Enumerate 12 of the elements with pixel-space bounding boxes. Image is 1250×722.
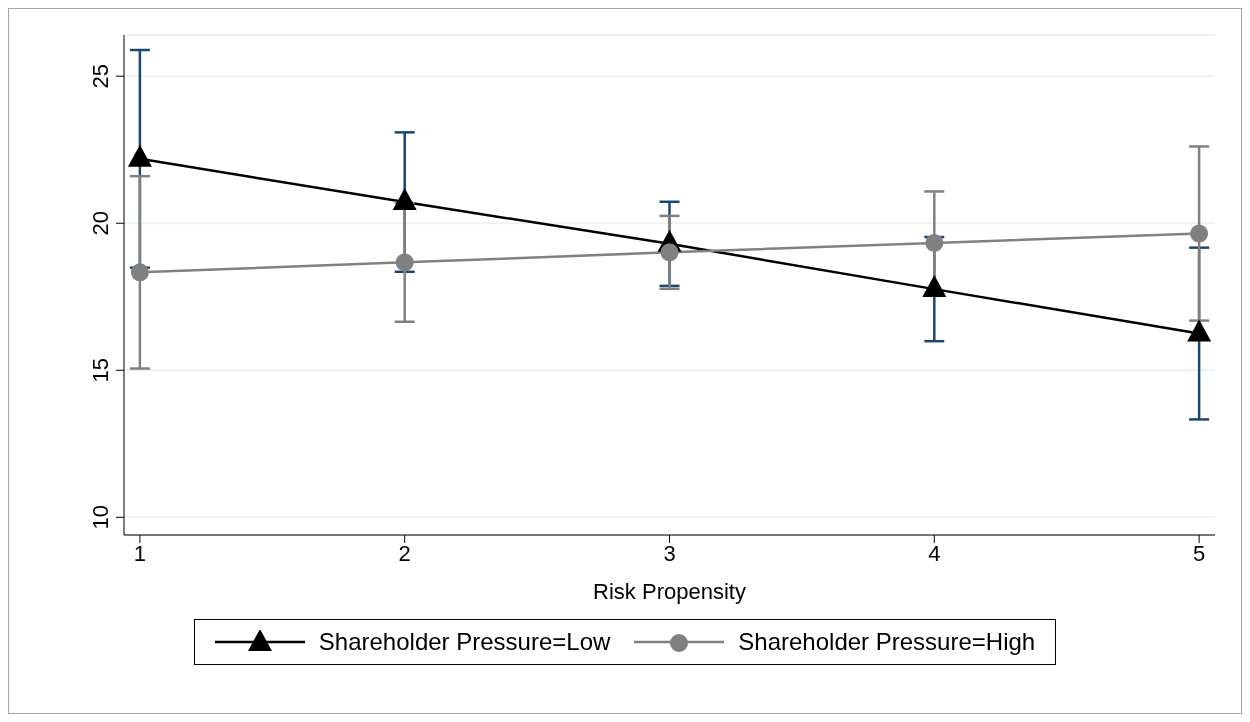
x-tick-label: 4 [928, 540, 941, 566]
legend-label: Shareholder Pressure=Low [318, 628, 611, 656]
legend-label: Shareholder Pressure=High [738, 628, 1036, 656]
x-tick-label: 5 [1192, 540, 1206, 566]
y-tick-label: 20 [88, 210, 113, 236]
x-tick-label: 1 [133, 540, 147, 566]
x-tick-label: 2 [398, 540, 411, 566]
y-tick-label: 25 [88, 63, 113, 89]
y-tick-label: 10 [88, 505, 113, 530]
x-axis-title: Risk Propensity [593, 579, 746, 604]
x-tick-label: 3 [663, 540, 676, 566]
y-tick-label: 15 [88, 358, 113, 383]
